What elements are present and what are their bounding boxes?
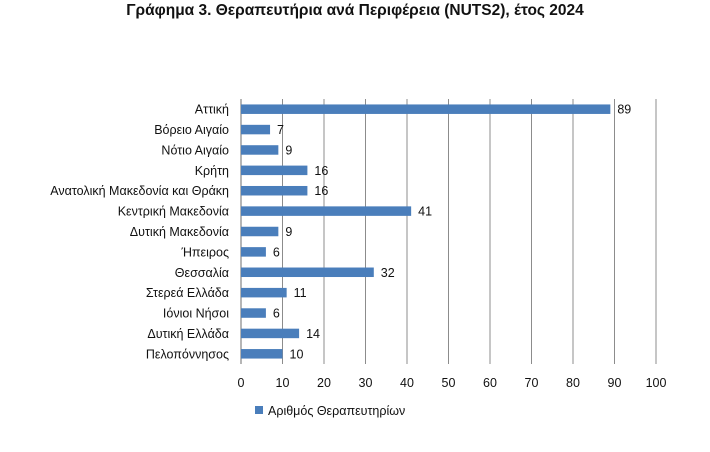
legend-swatch: [255, 406, 263, 414]
data-label: 6: [273, 245, 280, 259]
category-label: Ανατολική Μακεδονία και Θράκη: [50, 184, 229, 198]
category-label: Στερεά Ελλάδα: [146, 286, 229, 300]
data-label: 16: [314, 164, 328, 178]
bar: [241, 226, 279, 237]
x-tick-label: 30: [359, 376, 373, 390]
bar: [241, 165, 308, 176]
data-label: 10: [290, 347, 304, 361]
legend-label: Αριθμός Θεραπευτηρίων: [268, 404, 405, 418]
x-tick-label: 90: [608, 376, 622, 390]
x-tick-label: 20: [317, 376, 331, 390]
data-label: 89: [617, 103, 631, 117]
grid-lines: [240, 99, 657, 364]
data-label: 41: [418, 205, 432, 219]
data-label: 7: [277, 123, 284, 137]
legend: Αριθμός Θεραπευτηρίων: [255, 404, 405, 418]
x-tick-label: 50: [442, 376, 456, 390]
data-label: 6: [273, 307, 280, 321]
category-label: Ήπειρος: [180, 245, 229, 259]
bar: [241, 349, 283, 359]
bar: [241, 267, 374, 278]
x-tick-label: 100: [646, 376, 667, 390]
labels: 0 10 20 30 40 50 60 70 80 90 100 Αττική 89 Βόρειο Αιγ…: [50, 103, 666, 390]
bar: [241, 104, 611, 114]
bar: [241, 328, 300, 339]
category-label: Δυτική Ελλάδα: [147, 327, 229, 341]
x-tick-label: 40: [400, 376, 414, 390]
x-tick-label: 70: [525, 376, 539, 390]
data-label: 32: [381, 266, 395, 280]
data-label: 9: [285, 225, 292, 239]
x-tick-label: 0: [238, 376, 245, 390]
category-label: Νότιο Αιγαίο: [161, 143, 229, 157]
bar: [241, 308, 266, 318]
category-label: Βόρειο Αιγαίο: [154, 123, 229, 137]
category-label: Κεντρική Μακεδονία: [118, 205, 229, 219]
data-label: 9: [285, 143, 292, 157]
category-label: Πελοπόννησος: [146, 347, 229, 361]
bar: [241, 185, 308, 196]
data-label: 11: [294, 286, 307, 300]
category-label: Κρήτη: [195, 164, 229, 178]
chart-title: Γράφημα 3. Θεραπευτήρια ανά Περιφέρεια (…: [126, 2, 584, 19]
data-label: 14: [306, 327, 320, 341]
bar: [241, 145, 279, 155]
bar: [241, 247, 266, 257]
bar: [241, 124, 271, 135]
x-tick-label: 80: [566, 376, 580, 390]
data-label: 16: [314, 184, 328, 198]
category-label: Αττική: [195, 103, 229, 117]
bar: [241, 206, 412, 216]
category-label: Δυτική Μακεδονία: [130, 225, 229, 239]
x-tick-label: 10: [276, 376, 290, 390]
bars: [241, 104, 611, 359]
category-label: Ιόνιοι Νήσοι: [163, 307, 229, 321]
category-label: Θεσσαλία: [175, 266, 229, 280]
x-tick-label: 60: [483, 376, 497, 390]
bar: [241, 287, 287, 298]
